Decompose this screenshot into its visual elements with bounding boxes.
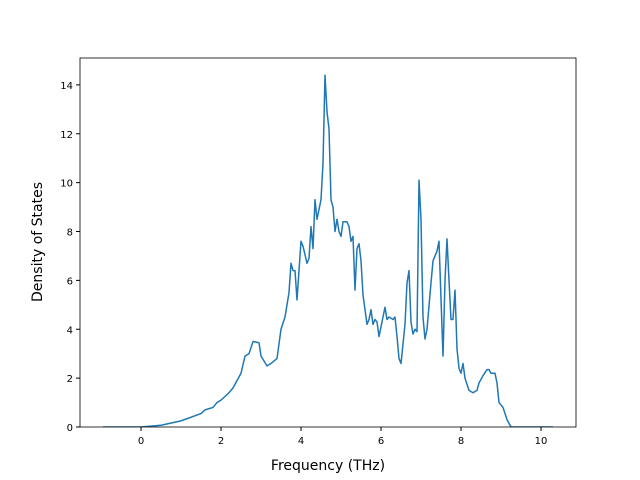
y-tick-label: 12 xyxy=(60,130,73,141)
y-tick-label: 6 xyxy=(67,276,73,287)
x-tick-label: 6 xyxy=(378,436,384,447)
y-tick-label: 10 xyxy=(60,179,73,190)
x-tick-label: 2 xyxy=(218,436,224,447)
data-line xyxy=(103,74,553,427)
y-tick-label: 2 xyxy=(67,374,73,385)
plot-frame xyxy=(79,57,577,428)
y-tick-label: 4 xyxy=(67,325,73,336)
y-tick-label: 0 xyxy=(67,423,73,434)
x-axis-label: Frequency (THz) xyxy=(271,458,385,474)
x-tick-label: 4 xyxy=(298,436,304,447)
y-tick-label: 14 xyxy=(60,81,73,92)
x-tick-label: 10 xyxy=(535,436,548,447)
x-tick-label: 0 xyxy=(138,436,144,447)
y-tick-label: 8 xyxy=(67,228,73,239)
y-axis-label: Density of States xyxy=(30,182,46,302)
x-tick-label: 8 xyxy=(458,436,464,447)
